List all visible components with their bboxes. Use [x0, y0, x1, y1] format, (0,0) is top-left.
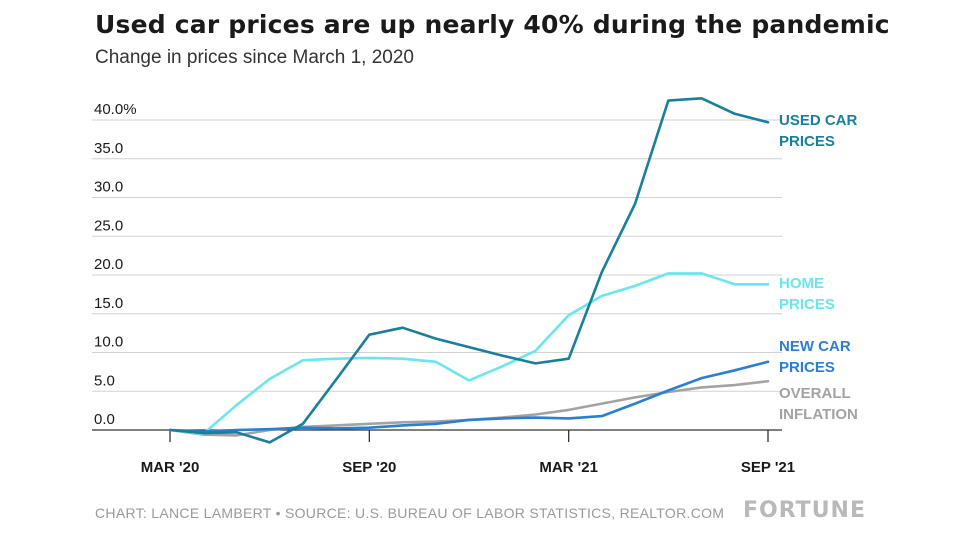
y-tick-label: 10.0: [94, 334, 123, 351]
x-tick-label: MAR '21: [539, 459, 598, 476]
home-prices-label-line: HOME: [779, 275, 824, 292]
used-car-prices-label: USED CAR PRICES: [779, 112, 858, 150]
home-prices-label-line: PRICES: [779, 296, 835, 313]
new-car-prices-label-line: NEW CAR: [779, 338, 851, 355]
x-tick-label: MAR '20: [141, 459, 200, 476]
overall-inflation-line: [168, 379, 770, 437]
chart-subtitle: Change in prices since March 1, 2020: [95, 47, 414, 68]
y-tick-label: 0.0: [94, 411, 115, 428]
used-car-prices-label-line: PRICES: [779, 133, 835, 150]
home-prices-line: [168, 272, 770, 436]
overall-inflation-label-line: OVERALL: [779, 385, 851, 402]
new-car-prices-line: [168, 360, 770, 433]
overall-inflation-label: OVERALL INFLATION: [779, 385, 858, 423]
x-tick-label: SEP '21: [741, 459, 795, 476]
brand-logo: FORTUNE: [743, 498, 866, 523]
source-note: CHART: LANCE LAMBERT • SOURCE: U.S. BURE…: [95, 505, 725, 521]
used-car-prices-line: [168, 97, 770, 444]
chart-title: Used car prices are up nearly 40% during…: [95, 10, 890, 39]
series-labels: USED CAR PRICES HOME PRICES NEW CAR PRICES OVE…: [779, 112, 858, 423]
home-prices-label: HOME PRICES: [779, 275, 835, 313]
used-car-prices-label-line: USED CAR: [779, 112, 858, 129]
y-tick-label: 20.0: [94, 256, 123, 273]
y-tick-label: 25.0: [94, 217, 123, 234]
y-tick-label: 40.0%: [94, 101, 137, 118]
y-tick-label: 30.0: [94, 179, 123, 196]
y-tick-label: 35.0: [94, 140, 123, 157]
gridlines: [92, 119, 782, 392]
new-car-prices-label: NEW CAR PRICES: [779, 338, 851, 376]
y-tick-label: 5.0: [94, 372, 115, 389]
y-axis-ticks: 0.0 5.0 10.0 15.0 20.0 25.0 30.0 35.0 40.0%: [94, 101, 137, 428]
x-tick-label: SEP '20: [342, 459, 396, 476]
new-car-prices-label-line: PRICES: [779, 359, 835, 376]
x-axis-ticks: MAR '20 SEP '20 MAR '21 SEP '21: [141, 430, 795, 476]
overall-inflation-label-line: INFLATION: [779, 406, 858, 423]
y-tick-label: 15.0: [94, 295, 123, 312]
series-lines: [168, 97, 770, 444]
